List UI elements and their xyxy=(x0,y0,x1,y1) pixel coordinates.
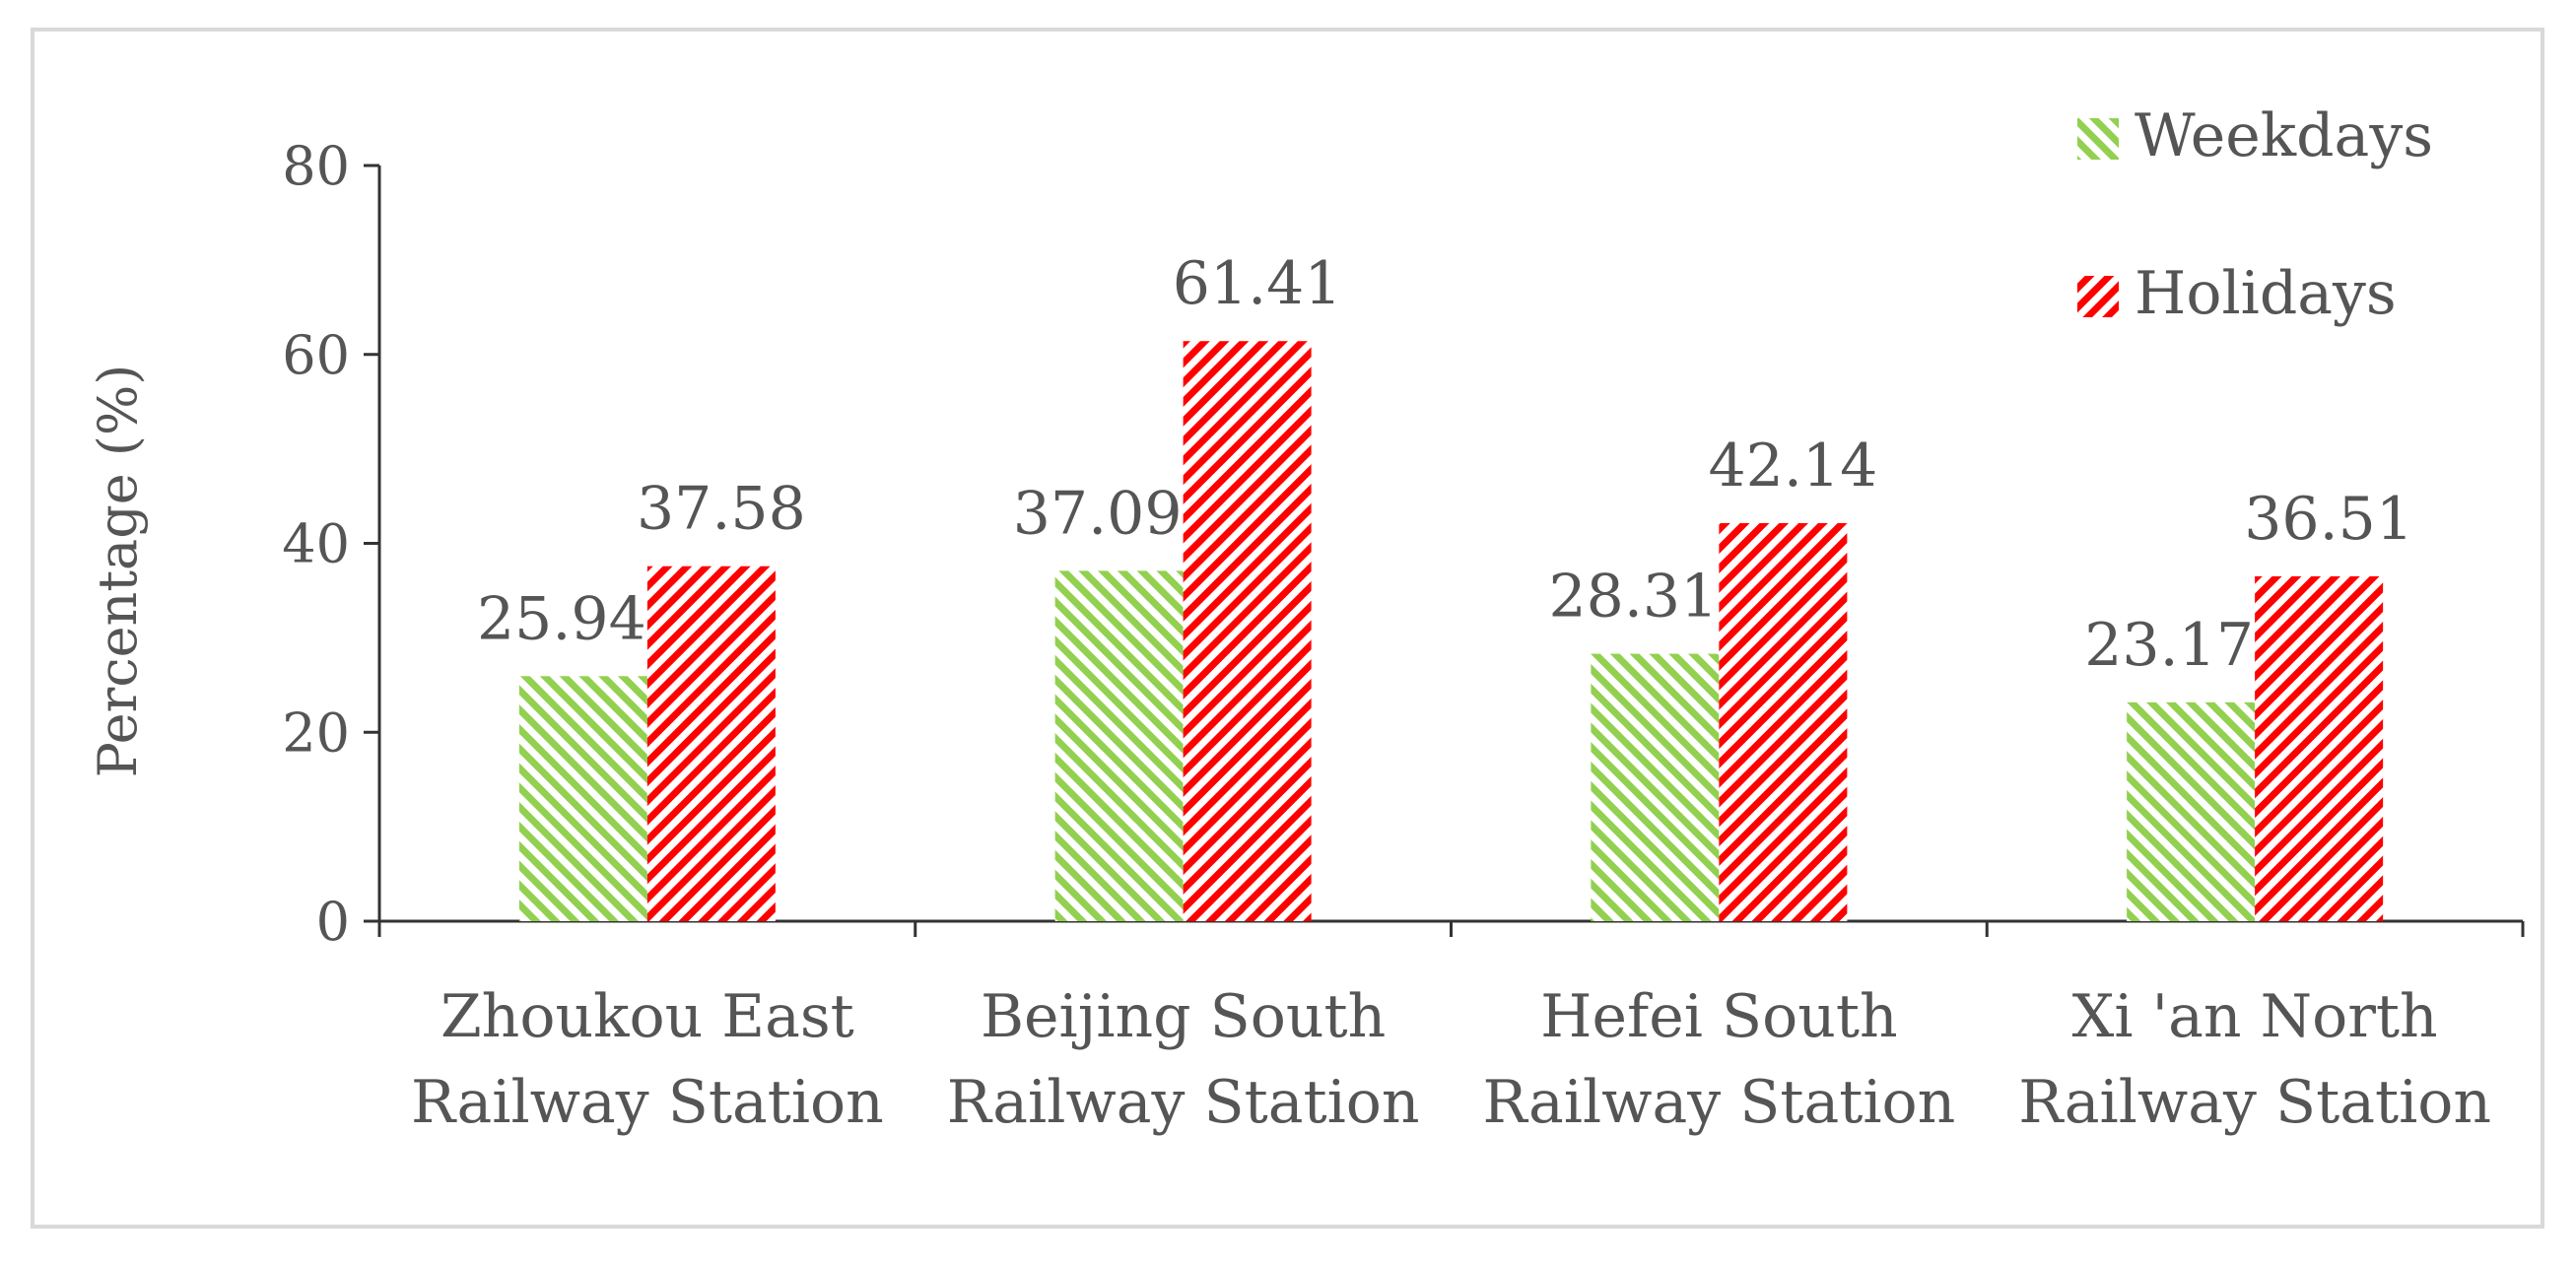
x-tick-label: Zhoukou East xyxy=(441,982,854,1051)
legend-swatch-holidays xyxy=(2077,276,2119,317)
chart-frame xyxy=(31,28,2544,1229)
x-tick-label: Railway Station xyxy=(2018,1068,2491,1137)
legend-swatch-weekdays xyxy=(2077,118,2119,160)
y-tick-label: 80 xyxy=(282,135,350,197)
y-tick-label: 20 xyxy=(282,701,350,764)
bar-holidays-2 xyxy=(1719,522,1848,921)
bar-weekdays-0 xyxy=(518,676,647,921)
bar-weekdays-2 xyxy=(1591,653,1720,921)
y-tick-label: 0 xyxy=(316,891,350,953)
bar-weekdays-3 xyxy=(2127,701,2256,921)
x-tick-label: Railway Station xyxy=(411,1068,884,1137)
x-tick-label: Railway Station xyxy=(947,1068,1420,1137)
y-tick-label: 60 xyxy=(282,324,350,386)
bar-holidays-1 xyxy=(1183,341,1312,921)
x-tick-label: Railway Station xyxy=(1482,1068,1955,1137)
legend-label-holidays: Holidays xyxy=(2135,259,2397,328)
x-tick-label: Beijing South xyxy=(981,982,1386,1051)
data-label: 37.09 xyxy=(1013,479,1183,548)
data-label: 28.31 xyxy=(1548,563,1718,632)
data-label: 61.41 xyxy=(1173,249,1342,318)
data-label: 37.58 xyxy=(637,475,806,544)
data-label: 36.51 xyxy=(2244,485,2413,554)
data-label: 23.17 xyxy=(2084,611,2254,680)
y-axis-title: Percentage (%) xyxy=(87,365,149,778)
data-label: 25.94 xyxy=(477,584,646,653)
y-tick-label: 40 xyxy=(282,513,350,575)
legend-label-weekdays: Weekdays xyxy=(2135,101,2433,170)
bar-weekdays-1 xyxy=(1054,570,1184,921)
bar-holidays-0 xyxy=(646,566,776,921)
data-label: 42.14 xyxy=(1708,432,1877,500)
x-tick-label: Xi 'an North xyxy=(2072,982,2438,1051)
bar-holidays-3 xyxy=(2255,575,2384,921)
x-tick-label: Hefei South xyxy=(1540,982,1897,1051)
